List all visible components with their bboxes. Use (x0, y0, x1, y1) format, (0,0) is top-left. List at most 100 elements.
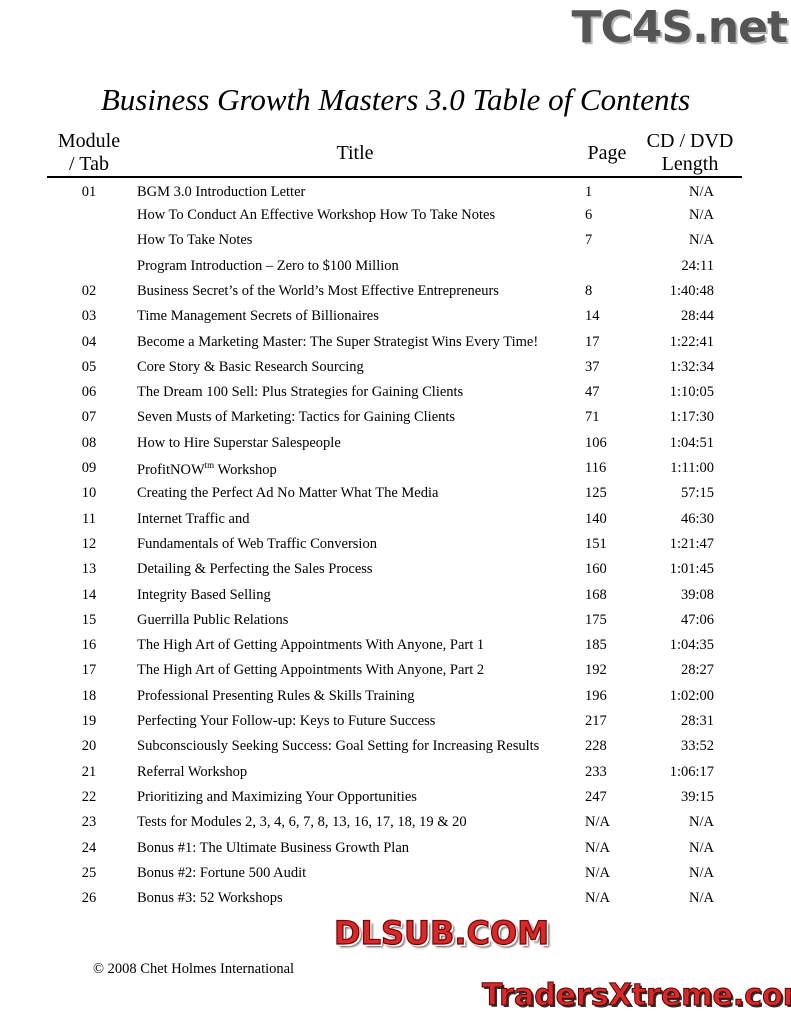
toc-row: 14 Integrity Based Selling 168 39:08 (0, 587, 791, 607)
page-number: N/A (585, 890, 610, 907)
media-length: 47:06 (680, 611, 714, 628)
header-page: Page (587, 142, 627, 164)
module-title: How To Take Notes (137, 232, 252, 249)
module-number: 07 (81, 409, 97, 426)
page-number: 8 (585, 282, 593, 299)
header-rule (47, 176, 742, 178)
module-title-text: Become a Marketing Master: The Super Str… (137, 333, 539, 350)
toc-row: 26 Bonus #3: 52 Workshops N/A N/A (0, 890, 791, 910)
footer-copyright: © 2008 Chet Holmes International (93, 961, 295, 977)
module-title-text: Bonus #3: 52 Workshops (137, 890, 283, 907)
module-title-text: How To Conduct An Effective Workshop How… (137, 207, 496, 223)
page-number: 192 (585, 662, 607, 679)
media-length: 1:17:30 (669, 409, 714, 426)
module-title-text: Detailing & Perfecting the Sales Process (137, 561, 373, 578)
page-number: 160 (585, 561, 607, 578)
module-number: 08 (81, 434, 97, 451)
media-length: 1:21:47 (669, 535, 714, 552)
module-title: Subconsciously Seeking Success: Goal Set… (137, 738, 539, 755)
toc-row: 10 Creating the Perfect Ad No Matter What… (0, 485, 791, 505)
page-number: 47 (585, 384, 600, 401)
module-title: The Dream 100 Sell: Plus Strategies for … (137, 384, 463, 401)
module-number: 05 (81, 358, 97, 375)
module-number: 11 (82, 510, 96, 527)
toc-row: 02 Business Secret’s of the World’s Most … (0, 283, 791, 303)
module-number: 14 (81, 586, 97, 603)
module-title: Prioritizing and Maximizing Your Opportu… (137, 789, 417, 806)
toc-row: 01 BGM 3.0 Introduction Letter 1 N/A (0, 184, 791, 204)
media-length: N/A (689, 207, 714, 223)
module-number: 09 (81, 460, 97, 476)
module-title-text: Business Secret’s of the World’s Most Ef… (137, 282, 499, 299)
header-length-line1: CD / DVD (646, 130, 734, 152)
header-module-line2: / Tab (69, 153, 109, 175)
module-number: 01 (81, 184, 97, 200)
media-length: 57:15 (680, 485, 714, 502)
module-title-text: The High Art of Getting Appointments Wit… (137, 662, 485, 679)
module-title: Seven Musts of Marketing: Tactics for Ga… (137, 409, 455, 426)
module-title-text: How To Take Notes (137, 232, 253, 249)
module-title: Bonus #1: The Ultimate Business Growth P… (137, 840, 409, 857)
toc-row: 11 Internet Traffic and 140 46:30 (0, 511, 791, 531)
module-title: How To Conduct An Effective Workshop How… (137, 207, 495, 224)
page-number: 1 (585, 184, 593, 200)
media-length: 1:40:48 (669, 282, 714, 299)
watermark-dlsub: DLSUB.COM (333, 913, 550, 952)
module-number: 26 (81, 890, 97, 907)
page-title: Business Growth Masters 3.0 Table of Con… (100, 82, 691, 117)
media-length: N/A (689, 184, 714, 200)
media-length: 39:08 (680, 586, 714, 603)
module-title-text: Fundamentals of Web Traffic Conversion (137, 535, 377, 552)
module-number: 15 (81, 611, 97, 628)
toc-row: 03 Time Management Secrets of Billionaire… (0, 308, 791, 328)
media-length: N/A (689, 814, 714, 831)
module-title: Program Introduction – Zero to $100 Mill… (137, 258, 399, 275)
module-title: Referral Workshop (137, 764, 247, 781)
module-title: Fundamentals of Web Traffic Conversion (137, 536, 377, 553)
module-title-text: The High Art of Getting Appointments Wit… (137, 637, 485, 654)
module-title-text: Subconsciously Seeking Success: Goal Set… (137, 738, 540, 755)
module-number: 03 (81, 308, 97, 325)
media-length: 1:10:05 (669, 384, 714, 401)
header-length-line2: Length (661, 153, 719, 175)
page-number: 151 (585, 535, 607, 552)
module-number: 20 (81, 738, 97, 755)
page-number: 106 (585, 434, 607, 451)
media-length: 1:04:35 (669, 637, 714, 654)
toc-row: 06 The Dream 100 Sell: Plus Strategies fo… (0, 384, 791, 404)
header-length: CD / DVD Length (638, 130, 742, 176)
module-title-text: Bonus #1: The Ultimate Business Growth P… (137, 839, 410, 856)
header-module: Module / Tab (48, 130, 130, 176)
module-title: Bonus #3: 52 Workshops (137, 890, 283, 907)
media-length: 24:11 (681, 257, 715, 274)
media-length: 1:02:00 (669, 687, 714, 704)
media-length: 46:30 (680, 510, 714, 527)
media-length: N/A (689, 232, 714, 249)
media-length: N/A (689, 839, 714, 856)
media-length: 28:44 (680, 308, 714, 325)
module-title-text: Core Story & Basic Research Sourcing (137, 358, 364, 375)
media-length: 1:32:34 (669, 358, 714, 375)
toc-row: 20 Subconsciously Seeking Success: Goal S… (0, 738, 791, 758)
module-title-text: Program Introduction – Zero to $100 Mill… (137, 257, 399, 274)
page-number: 7 (585, 232, 593, 249)
module-title-text: Seven Musts of Marketing: Tactics for Ga… (137, 409, 456, 426)
media-length: 1:06:17 (669, 763, 714, 780)
module-title-text: Professional Presenting Rules & Skills T… (137, 687, 415, 704)
toc-row: 22 Prioritizing and Maximizing Your Oppor… (0, 789, 791, 809)
module-title: The High Art of Getting Appointments Wit… (137, 637, 484, 654)
header-title: Title (336, 142, 374, 164)
module-number: 12 (81, 535, 97, 552)
toc-row: 13 Detailing & Perfecting the Sales Proce… (0, 561, 791, 581)
toc-row: 24 Bonus #1: The Ultimate Business Growth… (0, 840, 791, 860)
page-number: 247 (585, 788, 607, 805)
media-length: 28:31 (680, 713, 714, 729)
module-title-text: Time Management Secrets of Billionaires (137, 308, 379, 325)
page-number: 116 (585, 460, 607, 476)
module-number: 02 (81, 282, 97, 299)
module-title: Creating the Perfect Ad No Matter What T… (137, 485, 438, 502)
toc-row: Program Introduction – Zero to $100 Mill… (0, 258, 791, 278)
page-number: 196 (585, 687, 607, 704)
toc-row: 25 Bonus #2: Fortune 500 Audit N/A N/A (0, 865, 791, 885)
toc-row: 04 Become a Marketing Master: The Super S… (0, 334, 791, 354)
